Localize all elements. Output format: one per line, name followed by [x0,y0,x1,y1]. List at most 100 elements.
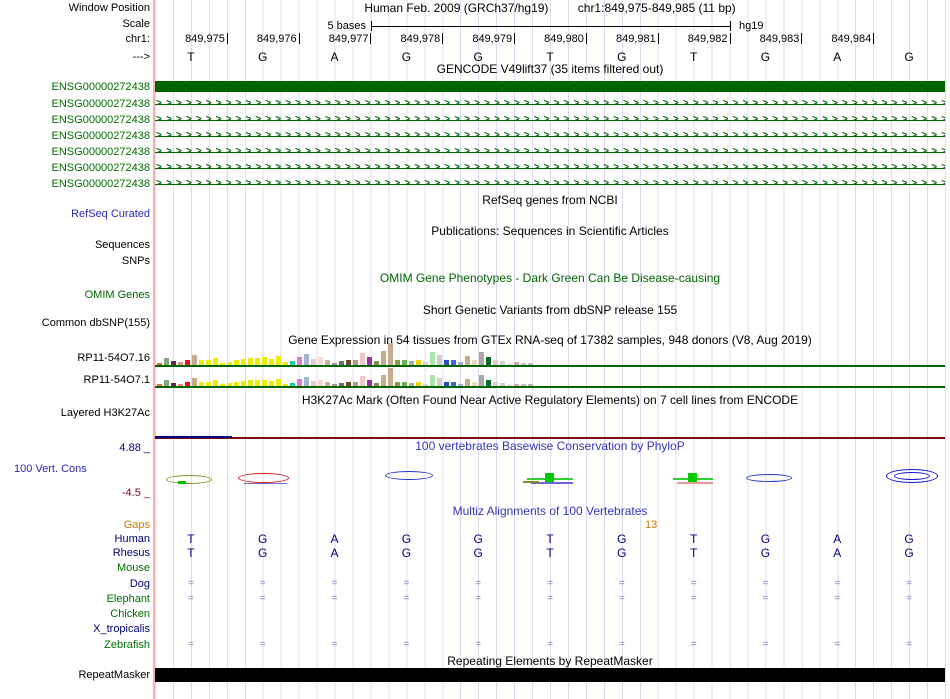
gtex-tissue-bar[interactable] [367,357,372,365]
species-label-mouse[interactable]: Mouse [116,562,150,574]
gtex-tissue-bar[interactable] [269,381,274,386]
gencode-transcript-row[interactable]: >>>>>>>>>>>>>>>>>>>>>>>>>>>>>>>>>>>>>>>>… [155,179,945,189]
gtex-tissue-bar[interactable] [367,380,372,386]
gencode-transcript-row[interactable]: >>>>>>>>>>>>>>>>>>>>>>>>>>>>>>>>>>>>>>>>… [155,115,945,125]
align-match[interactable]: = [834,639,841,650]
align-base[interactable]: T [689,532,698,546]
phylop-glyph[interactable] [238,473,289,483]
ruler-number[interactable]: 849,982 [687,33,728,45]
align-base[interactable]: A [330,532,339,546]
gtex-tissue-bar[interactable] [276,356,281,365]
gtex-tissue-bar[interactable] [528,363,533,365]
gtex-tissue-bar[interactable] [514,384,519,386]
gtex-tissue-bar[interactable] [500,361,505,365]
gtex-tissue-bar[interactable] [479,375,484,386]
gtex-tissue-bar[interactable] [234,382,239,386]
gtex-tissue-bar[interactable] [395,382,400,386]
gtex-tissue-bar[interactable] [262,380,267,386]
align-match[interactable]: = [403,593,410,604]
gtex-tissue-bar[interactable] [213,358,218,365]
omim-genes-label[interactable]: OMIM Genes [84,289,150,301]
gtex-tissue-bar[interactable] [297,357,302,365]
align-match[interactable]: = [834,578,841,589]
gtex-tissue-bar[interactable] [500,383,505,386]
gtex-tissue-bar[interactable] [234,360,239,365]
gtex-tissue-bar[interactable] [318,380,323,386]
gtex-tissue-bar[interactable] [262,357,267,365]
align-match[interactable]: = [762,639,769,650]
gencode-gene-label[interactable]: ENSG00000272438 [51,162,150,174]
gtex-tissue-bar[interactable] [381,375,386,386]
gtex-tissue-bar[interactable] [479,352,484,365]
gtex-tissue-bar[interactable] [346,360,351,365]
ruler-number[interactable]: 849,978 [400,33,441,45]
align-match[interactable]: = [403,639,410,650]
gtex-tissue-bar[interactable] [248,358,253,365]
gtex-tissue-bar[interactable] [430,375,435,386]
ruler-number[interactable]: 849,981 [615,33,656,45]
species-label-chicken[interactable]: Chicken [110,608,150,620]
gtex-tissue-bar[interactable] [241,381,246,386]
align-base[interactable]: T [187,532,195,546]
gtex-tissue-bar[interactable] [514,362,519,365]
align-base[interactable]: G [473,532,483,546]
align-match[interactable]: = [331,639,338,650]
gtex-tissue-bar[interactable] [304,354,309,365]
align-match[interactable]: = [906,639,912,650]
align-match[interactable]: = [618,578,625,589]
align-match[interactable]: = [259,578,266,589]
species-label-x_tropicalis[interactable]: X_tropicalis [93,623,150,635]
align-match[interactable]: = [547,593,553,604]
align-base[interactable]: A [833,546,842,560]
gtex-tissue-bar[interactable] [283,384,288,386]
gtex-tissue-bar[interactable] [388,368,393,386]
gtex-tissue-bar[interactable] [437,355,442,365]
align-match[interactable]: = [331,593,338,604]
gtex-tissue-bar[interactable] [374,361,379,365]
gtex-tissue-bar[interactable] [297,379,302,386]
gtex-tissue-bar[interactable] [227,362,232,365]
gtex-tissue-bar[interactable] [157,384,162,386]
phylop-glyph[interactable] [385,471,433,480]
align-base[interactable]: G [904,532,914,546]
gtex-tissue-bar[interactable] [311,381,316,386]
species-label-rhesus[interactable]: Rhesus [112,547,150,559]
gtex-tissue-bar[interactable] [507,384,512,386]
gtex-tissue-bar[interactable] [192,355,197,365]
gtex-tissue-bar[interactable] [528,384,533,386]
gtex-tissue-bar[interactable] [472,360,477,365]
ruler-number[interactable]: 849,976 [256,33,297,45]
gencode-gene-label[interactable]: ENSG00000272438 [51,114,150,126]
align-base[interactable]: G [258,532,268,546]
align-match[interactable]: = [259,639,266,650]
gencode-gene-label[interactable]: ENSG00000272438 [51,81,150,93]
gtex-tissue-bar[interactable] [416,360,421,365]
gtex-tissue-bar[interactable] [283,362,288,365]
gtex-tissue-bar[interactable] [304,377,309,386]
ruler-number[interactable]: 849,983 [759,33,800,45]
align-match[interactable]: = [475,593,482,604]
align-match[interactable]: = [547,578,553,589]
align-base[interactable]: T [546,546,554,560]
phylop-glyph[interactable] [166,475,212,484]
gtex-tissue-bar[interactable] [451,382,456,386]
gtex-tissue-bar[interactable] [213,380,218,386]
gtex-tissue-bar[interactable] [472,382,477,386]
align-base[interactable]: T [187,546,195,560]
align-match[interactable]: = [187,639,194,650]
gtex-tissue-bar[interactable] [220,384,225,386]
gtex-tissue-bar[interactable] [164,358,169,365]
align-match[interactable]: = [547,639,553,650]
gencode-gene-label[interactable]: ENSG00000272438 [51,98,150,110]
gtex-tissue-bar[interactable] [178,362,183,365]
align-base[interactable]: A [330,546,339,560]
gtex-tissue-bar[interactable] [423,384,428,386]
align-base[interactable]: T [546,532,554,546]
align-match[interactable]: = [618,593,625,604]
gtex-tissue-bar[interactable] [178,384,183,386]
gtex-tissue-bar[interactable] [276,379,281,386]
gtex-tissue-bar[interactable] [353,382,358,386]
species-label-elephant[interactable]: Elephant [106,593,150,605]
align-base[interactable]: G [760,546,771,560]
gencode-transcript-row[interactable]: >>>>>>>>>>>>>>>>>>>>>>>>>>>>>>>>>>>>>>>>… [155,99,945,109]
